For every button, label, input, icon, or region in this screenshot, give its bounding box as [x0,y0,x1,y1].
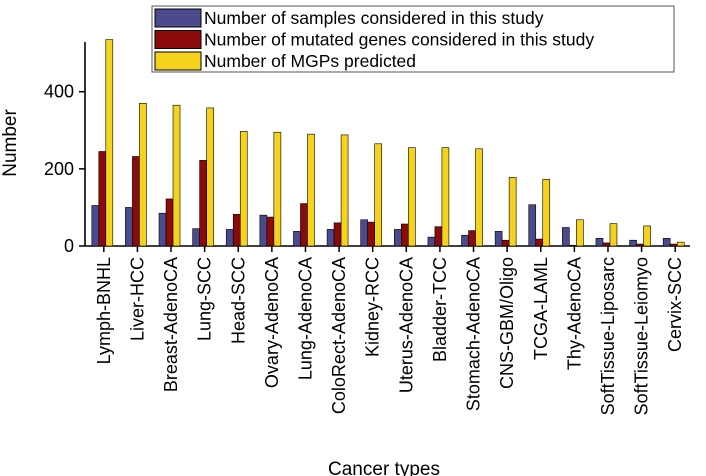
bar-series-3 [576,219,584,247]
bar-series-3 [172,104,181,247]
legend-swatch [154,30,202,49]
x-tick-label: SoftTissue-Liposarc [598,257,618,415]
bar-series-1 [360,219,368,247]
bar-series-1 [494,231,503,247]
bar-series-3 [239,131,248,247]
bar-series-3 [676,241,685,247]
bar-series-3 [105,39,114,247]
x-tick-label: Cervix-SCC [665,257,685,352]
bar-series-2 [132,156,140,247]
y-tick-label: 400 [44,82,74,102]
x-tick-label: Uterus-AdenoCA [396,257,416,393]
legend-swatch [154,51,202,71]
bar-series-1 [91,205,100,247]
bar-series-1 [158,212,167,247]
plot-area: 0 200 400 Lymph-BNHL Liver-HCC Breast-AdenoC… [44,39,690,415]
bar-series-3 [508,177,517,247]
bar-series-2 [333,222,342,247]
bar-series-1 [125,207,133,247]
bar-series-2 [232,214,241,247]
x-tick-label: Ovary-AdenoCA [262,257,282,388]
bar-series-1 [192,228,200,247]
bar-series-2 [300,203,308,247]
bar-series-2 [669,243,678,247]
x-tick-label: Lung-AdenoCA [295,257,315,380]
x-ticks: Lymph-BNHL Liver-HCC Breast-AdenoCA Lung-SC… [94,246,685,415]
bar-series-3 [139,102,147,247]
bar-series-3 [643,225,651,247]
x-tick-label: Liver-HCC [127,257,147,341]
x-tick-label: Head-SCC [228,257,248,344]
x-tick-label: CNS-GBM/Oligo [497,257,517,389]
bar-series-1 [427,236,436,247]
x-tick-label: Thy-AdenoCA [564,257,584,370]
bar-series-1 [326,229,335,247]
legend: Number of samples considered in this stu… [151,5,675,73]
x-tick-label: ColoRect-AdenoCA [329,257,349,414]
bar-series-2 [535,238,544,247]
bar-series-3 [441,147,450,247]
x-tick-label: Stomach-AdenoCA [464,257,484,411]
bar-series-3 [475,148,483,247]
x-tick-label: TCGA-LAML [531,257,551,360]
legend-frame [151,5,675,73]
y-tick-label: 200 [44,159,74,179]
bar-series-2 [602,242,611,247]
bar-series-2 [266,216,275,247]
bar-series-2 [468,230,476,247]
bar-series-3 [542,178,551,247]
legend-entry-label: Number of samples considered in this stu… [204,8,544,28]
x-axis-label: Cancer types [328,459,440,476]
bar-series-1 [662,237,671,247]
x-tick-label: SoftTissue-Leiomyo [632,257,652,415]
bars [91,39,685,247]
bar-series-1 [528,204,537,247]
bar-series-3 [408,147,416,247]
bar-series-3 [340,134,349,247]
bar-series-1 [293,231,301,247]
bar-series-1 [225,229,234,247]
x-tick-label: Breast-AdenoCA [161,257,181,392]
bar-series-3 [374,143,382,247]
bar-series-1 [629,239,637,247]
bar-series-2 [165,198,174,247]
bar-series-1 [595,237,604,247]
bar-series-3 [609,223,618,247]
bar-series-2 [401,223,409,247]
y-axis-label: Number [0,109,21,177]
bar-series-1 [562,227,570,247]
y-ticks: 0 200 400 [44,82,85,256]
bar-series-2 [98,151,107,247]
x-tick-label: Lung-SCC [195,257,215,341]
bar-series-2 [501,239,510,247]
bar-series-3 [206,107,214,247]
bar-series-2 [434,226,443,247]
legend-entry-label: Number of mutated genes considered in th… [204,30,594,50]
bar-series-2 [636,243,644,247]
bar-series-3 [273,131,282,247]
x-tick-label: Bladder-TCC [430,257,450,362]
bar-series-3 [307,133,315,247]
legend-swatch [154,8,202,28]
bar-series-1 [259,214,268,247]
bar-series-1 [461,234,469,247]
bar-series-2 [569,244,577,247]
x-tick-label: Kidney-RCC [363,257,383,357]
bar-series-2 [199,160,207,247]
bar-series-1 [394,229,402,247]
x-tick-label: Lymph-BNHL [94,257,114,364]
legend-entry-label: Number of MGPs predicted [204,51,416,71]
y-tick-label: 0 [64,236,74,256]
bar-series-2 [367,221,375,247]
